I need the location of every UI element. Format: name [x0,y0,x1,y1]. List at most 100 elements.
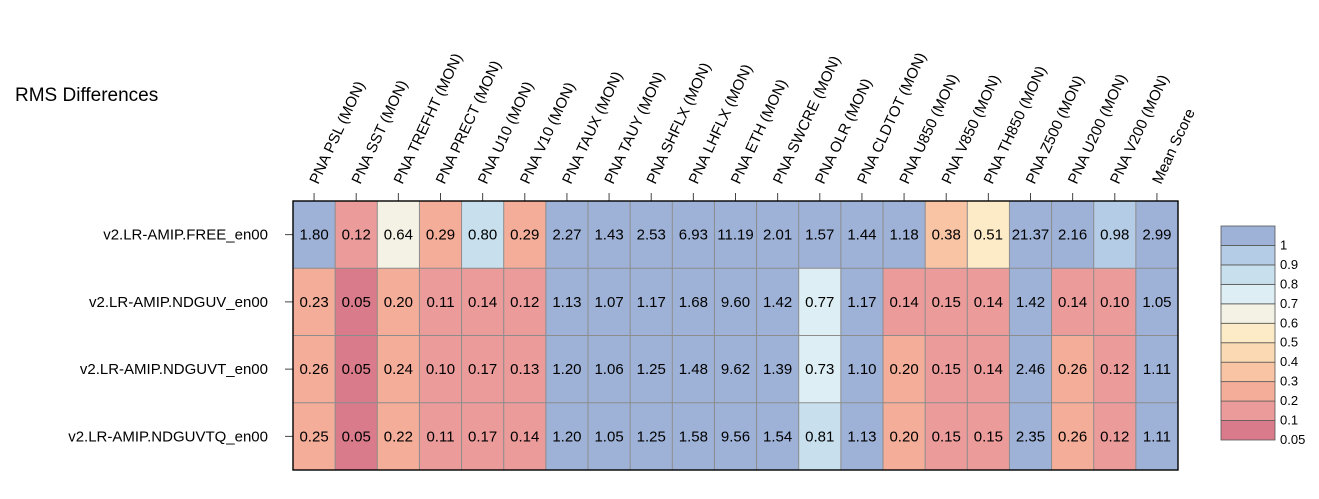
colorbar-bin [1220,264,1276,285]
cell-value: 0.98 [1100,227,1129,244]
heatmap-cell [293,335,336,403]
cell-value: 0.64 [384,227,413,244]
cell-value: 0.14 [974,294,1003,311]
cell-value: 0.17 [468,428,497,445]
heatmap-cell [1051,268,1094,336]
cell-value: 0.14 [1058,294,1087,311]
heatmap-cell [883,268,926,336]
cell-value: 1.17 [637,294,666,311]
colorbar-bin [1220,361,1276,383]
heatmap-cell [419,335,462,403]
heatmap-cell [377,335,420,403]
heatmap-cell [1135,201,1178,269]
cell-value: 1.42 [763,294,792,311]
cell-value: 9.60 [721,294,750,311]
heatmap-cell [840,201,883,269]
heatmap-cell [672,335,715,403]
cell-value: 0.15 [932,294,961,311]
cell-value: 0.77 [805,294,834,311]
cell-value: 1.18 [889,227,918,244]
cell-value: 0.25 [299,428,328,445]
grid-border [292,200,1179,471]
heatmap-cell [1009,201,1052,269]
heatmap-grid [292,200,1179,471]
heatmap-cell [1009,402,1052,470]
column-label: Mean Score [1149,106,1199,186]
cell-value: 0.05 [342,428,371,445]
colorbar-tick-label: 0.05 [1280,432,1305,447]
cell-value: 0.11 [426,428,454,445]
cell-value: 1.48 [679,361,708,378]
heatmap-cell [1051,335,1094,403]
heatmap-cell [419,402,462,470]
heatmap-cell [377,402,420,470]
cell-value: 1.17 [847,294,876,311]
heatmap-cell [461,201,504,269]
heatmap-cell [672,201,715,269]
cell-value: 1.11 [1143,361,1171,378]
cell-value: 0.12 [342,227,371,244]
heatmap-cell [419,268,462,336]
heatmap-cell [840,268,883,336]
cell-value: 0.73 [805,361,834,378]
colorbar-tick-label: 0.7 [1280,296,1298,311]
colorbar-tick-label: 0.3 [1280,374,1298,389]
cell-value: 0.14 [468,294,497,311]
cell-value: 0.12 [1100,361,1129,378]
cell-value: 1.68 [679,294,708,311]
heatmap-cell [1135,402,1178,470]
heatmap-cell [1051,402,1094,470]
cell-value: 2.53 [637,227,666,244]
heatmap-cell [883,335,926,403]
column-labels: PNA PSL (MON)PNA SST (MON)PNA TREFHT (MO… [306,50,1199,201]
cell-value: 0.20 [384,294,413,311]
cell-value: 1.57 [805,227,834,244]
cell-value: 1.11 [1143,428,1171,445]
colorbar-bin [1220,283,1276,305]
cell-value: 1.80 [299,227,328,244]
heatmap-cell [545,201,588,269]
heatmap-cell [461,335,504,403]
heatmap-cell [335,335,378,403]
cell-value: 1.42 [1016,294,1045,311]
cell-value: 0.15 [974,428,1003,445]
heatmap-cell [1093,268,1136,336]
heatmap-cell [840,335,883,403]
cell-value: 0.20 [889,428,918,445]
heatmap-cell [1093,402,1136,470]
colorbar-bin [1220,420,1276,441]
cell-value: 9.56 [721,428,750,445]
cell-value: 0.17 [468,361,497,378]
cell-value: 1.13 [847,428,876,445]
cell-value: 9.62 [721,361,750,378]
heatmap-cell [883,201,926,269]
heatmap-cell [630,335,673,403]
cell-value: 1.05 [594,428,623,445]
heatmap-cell [883,402,926,470]
cell-value: 0.26 [1058,361,1087,378]
cell-value: 1.20 [552,361,581,378]
cell-value: 2.01 [763,227,792,244]
colorbar-legend: 0.05 0.1 0.2 0.3 0.4 0.5 0.6 0.7 0.8 0.9 1 [1220,225,1305,447]
heatmap-cell [1051,201,1094,269]
heatmap-cell [503,402,546,470]
cell-value: 0.29 [426,227,455,244]
heatmap-cell [967,268,1010,336]
heatmap-cell [756,402,799,470]
colorbar-bin [1220,400,1276,421]
cell-value: 1.25 [637,361,666,378]
colorbar-bin [1220,322,1276,344]
heatmap-cell [419,201,462,269]
heatmap-cell [1135,268,1178,336]
heatmap-cell [967,335,1010,403]
cell-value: 1.06 [594,361,623,378]
cell-value: 0.14 [510,428,539,445]
heatmap-cell [545,268,588,336]
row-label: v2.LR-AMIP.NDGUVT_en00 [80,361,268,378]
cell-value: 0.80 [468,227,497,244]
heatmap-cell [714,268,757,336]
cell-value: 0.23 [299,294,328,311]
row-label: v2.LR-AMIP.NDGUVTQ_en00 [68,428,268,445]
heatmap-cell [588,201,631,269]
cell-value: 1.43 [594,227,623,244]
